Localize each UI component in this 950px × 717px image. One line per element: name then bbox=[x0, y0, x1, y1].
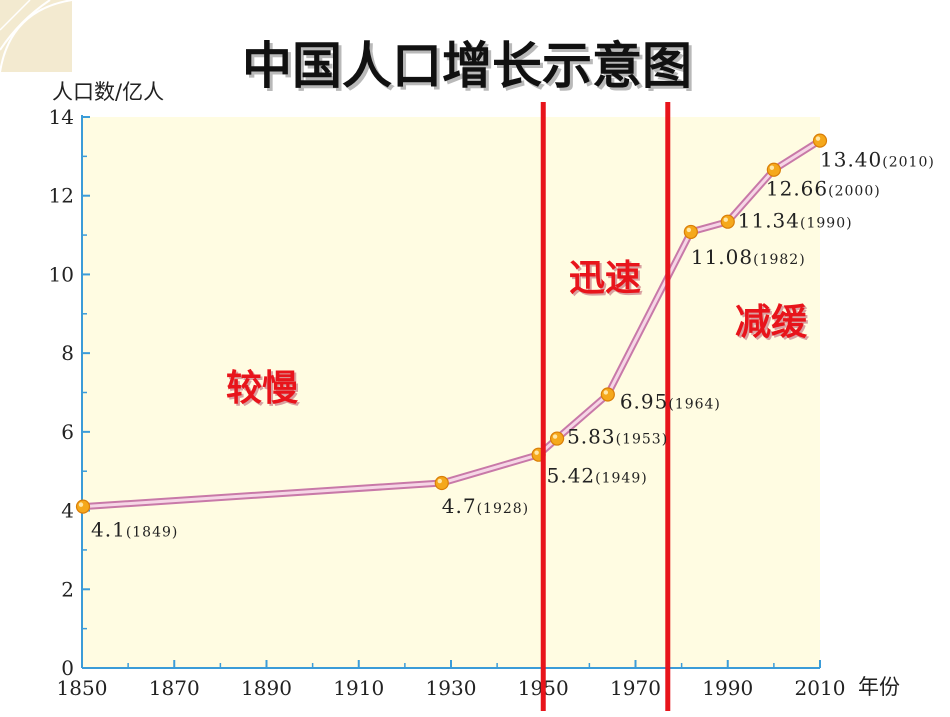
data-point-label: 4.1(1849) bbox=[91, 518, 178, 542]
data-point-year: (1849) bbox=[126, 525, 179, 541]
data-point-marker-shine bbox=[552, 434, 558, 439]
y-tick-label: 4 bbox=[61, 499, 74, 523]
phase-label: 较慢 bbox=[226, 368, 298, 409]
x-tick-label: 1990 bbox=[702, 676, 753, 700]
phase-label-shadow: 减缓 bbox=[737, 304, 810, 345]
data-point-label: 12.66(2000) bbox=[766, 177, 881, 201]
data-point-value: 5.83 bbox=[567, 425, 616, 449]
data-point-marker bbox=[600, 387, 615, 402]
data-point-year: (1953) bbox=[616, 432, 669, 448]
data-point-marker bbox=[75, 499, 91, 514]
data-point-marker bbox=[549, 431, 565, 446]
y-tick-label: 0 bbox=[61, 656, 74, 680]
y-tick-label: 8 bbox=[61, 341, 74, 365]
data-point-marker bbox=[720, 214, 735, 229]
data-point-value: 4.7 bbox=[442, 494, 477, 518]
data-point-marker bbox=[683, 224, 698, 240]
data-point-value: 5.42 bbox=[547, 464, 596, 488]
data-point-label: 5.42(1949) bbox=[547, 464, 648, 488]
data-point-value: 11.08 bbox=[691, 245, 753, 269]
data-point-marker-shine bbox=[769, 165, 775, 170]
data-point-year: (1928) bbox=[477, 501, 530, 517]
phase-label: 减缓 bbox=[735, 302, 808, 343]
x-tick-label: 1910 bbox=[333, 676, 384, 700]
y-axis-label: 人口数/亿人 bbox=[52, 80, 164, 104]
data-point-marker bbox=[434, 475, 449, 491]
y-tick-label: 6 bbox=[61, 420, 74, 444]
x-tick-label: 1970 bbox=[610, 676, 661, 700]
data-point-year: (1982) bbox=[753, 252, 806, 268]
y-tick-label: 12 bbox=[49, 184, 74, 208]
plot-background bbox=[82, 117, 820, 668]
data-point-value: 12.66 bbox=[766, 177, 828, 201]
data-point-marker-shine bbox=[534, 450, 539, 455]
data-point-marker-shine bbox=[723, 217, 728, 222]
chart-title: 中国人口增长示意图 bbox=[242, 37, 692, 95]
phase-label-shadow: 较慢 bbox=[228, 370, 300, 411]
x-tick-label: 1930 bbox=[426, 676, 477, 700]
data-point-label: 13.40(2010) bbox=[820, 148, 935, 172]
data-point-label: 4.7(1928) bbox=[442, 494, 529, 518]
phase-label: 迅速 bbox=[569, 258, 641, 299]
data-point-value: 6.95 bbox=[620, 389, 669, 413]
data-point-marker bbox=[766, 162, 781, 177]
phase-label-shadow: 迅速 bbox=[571, 260, 643, 301]
data-point-marker-shine bbox=[686, 227, 692, 233]
data-point-marker bbox=[812, 133, 828, 148]
data-point-year: (2010) bbox=[882, 155, 935, 171]
data-point-label: 11.08(1982) bbox=[691, 245, 806, 269]
data-point-marker-shine bbox=[78, 502, 84, 507]
chart-title-shadow: 中国人口增长示意图 bbox=[245, 40, 695, 98]
y-tick-label: 14 bbox=[49, 105, 74, 129]
x-tick-label: 1890 bbox=[241, 676, 292, 700]
data-point-label: 5.83(1953) bbox=[567, 425, 668, 449]
y-tick-label: 10 bbox=[49, 262, 74, 286]
data-point-marker-shine bbox=[815, 136, 821, 141]
x-tick-label: 1850 bbox=[57, 676, 108, 700]
data-point-value: 13.40 bbox=[820, 148, 882, 172]
x-axis-label: 年份 bbox=[858, 675, 900, 699]
x-tick-label: 2010 bbox=[795, 676, 846, 700]
y-tick-label: 2 bbox=[61, 577, 74, 601]
data-point-value: 4.1 bbox=[91, 518, 126, 542]
data-point-year: (1964) bbox=[668, 396, 721, 412]
data-point-year: (1990) bbox=[800, 216, 853, 232]
data-point-marker-shine bbox=[603, 390, 609, 395]
corner-ornament bbox=[0, 0, 73, 73]
data-point-value: 11.34 bbox=[738, 209, 800, 233]
data-point-label: 11.34(1990) bbox=[738, 209, 853, 233]
data-point-year: (1949) bbox=[595, 471, 648, 487]
data-point-marker-shine bbox=[437, 478, 442, 484]
x-tick-label: 1870 bbox=[149, 676, 200, 700]
data-point-label: 6.95(1964) bbox=[620, 389, 721, 413]
data-point-year: (2000) bbox=[828, 184, 881, 200]
